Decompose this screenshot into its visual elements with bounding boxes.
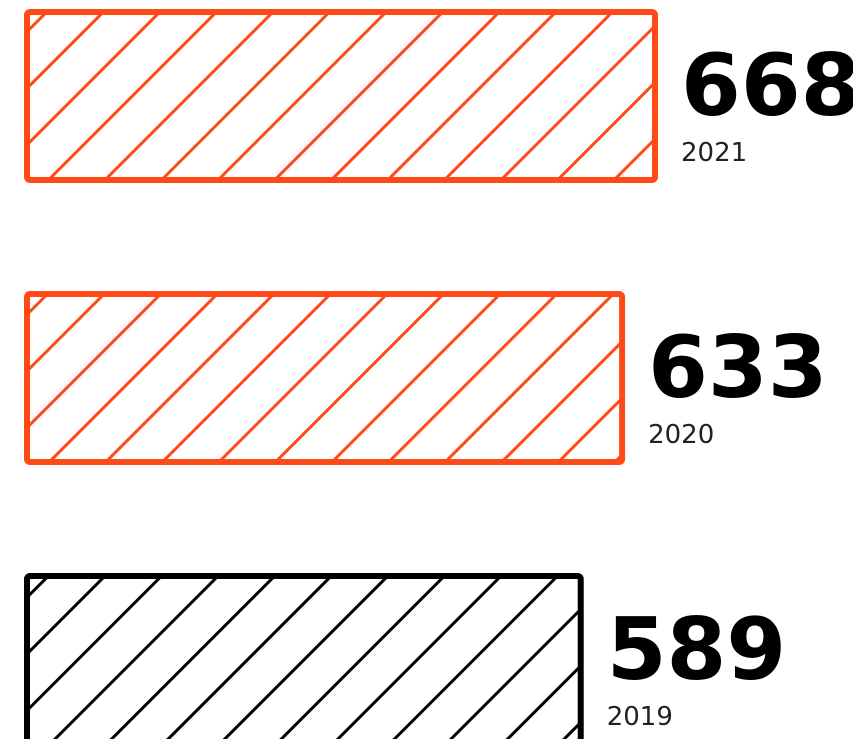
bar-2021 [24,9,658,183]
value-label-2021: 668 [681,36,853,136]
value-label-2020: 633 [648,318,828,418]
bar-2020 [24,291,626,465]
bar-2019 [24,573,584,739]
category-label-2019: 2019 [607,702,673,732]
value-label-2019: 589 [607,600,787,700]
category-label-2020: 2020 [648,420,714,450]
category-label-2021: 2021 [681,138,747,168]
bars-group [24,9,658,739]
